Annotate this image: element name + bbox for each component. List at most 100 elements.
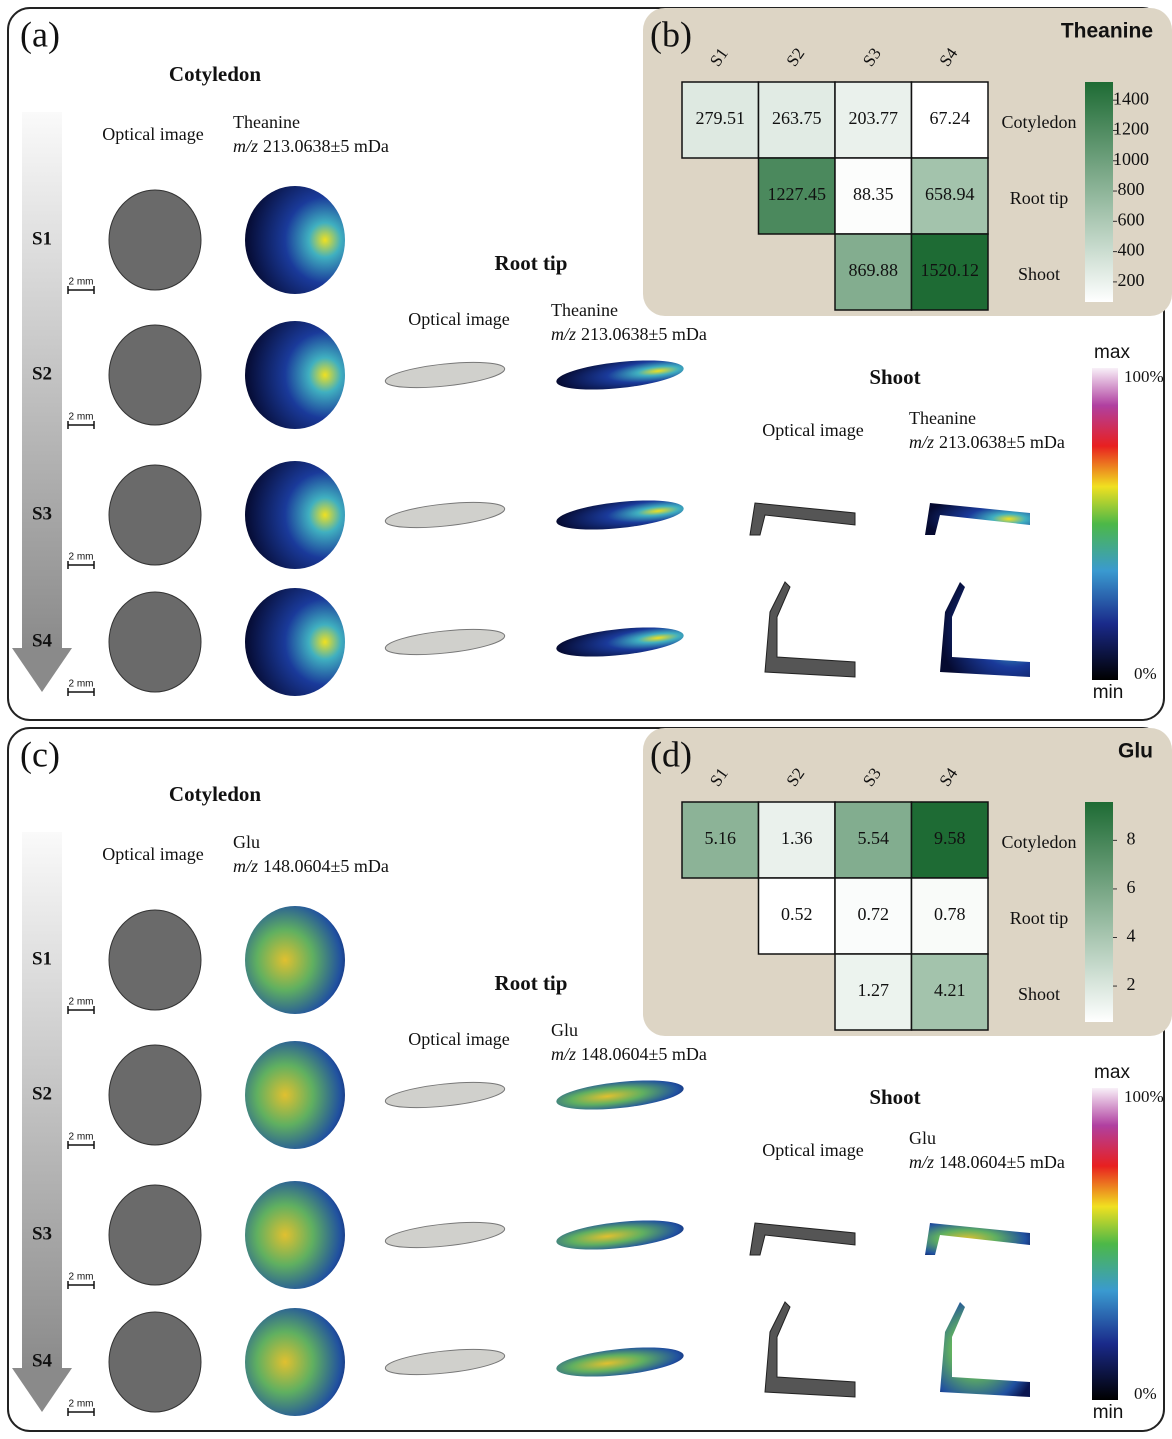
optical-image bbox=[384, 498, 506, 532]
row-label: Root tip bbox=[1010, 188, 1069, 208]
row-label: Cotyledon bbox=[1002, 832, 1077, 852]
cell-value: 1520.12 bbox=[921, 260, 980, 280]
colorbar-max: max bbox=[1094, 1062, 1130, 1083]
optical-label: Optical image bbox=[102, 124, 203, 144]
optical-label: Optical image bbox=[102, 844, 203, 864]
mz-italic: m/z bbox=[233, 856, 258, 876]
ion-image bbox=[245, 1041, 345, 1149]
scale-bar-label: 2 mm bbox=[69, 552, 94, 563]
ion-image bbox=[925, 503, 1030, 535]
panel-label: (c) bbox=[20, 734, 60, 774]
optical-image bbox=[384, 1078, 506, 1112]
cell-value: 5.16 bbox=[705, 828, 737, 848]
colorbar-max: max bbox=[1094, 342, 1130, 363]
optical-image bbox=[109, 1045, 201, 1145]
ion-image bbox=[555, 495, 685, 534]
stage-label: S3 bbox=[32, 1223, 52, 1244]
mz-value: 148.0604±5 mDa bbox=[581, 1044, 707, 1064]
ion-label: Theanine bbox=[909, 408, 976, 428]
ion-image bbox=[245, 1308, 345, 1416]
colorbar-high: 100% bbox=[1124, 367, 1164, 386]
cell-value: 203.77 bbox=[849, 108, 899, 128]
colorbar-tick-label: 8 bbox=[1127, 828, 1136, 848]
colorbar-tick-label: 1200 bbox=[1113, 119, 1149, 139]
row-label: Cotyledon bbox=[1002, 112, 1077, 132]
scale-bar-label: 2 mm bbox=[69, 412, 94, 423]
ion-label: Glu bbox=[551, 1020, 578, 1040]
optical-image bbox=[750, 503, 855, 535]
scale-bar-label: 2 mm bbox=[69, 1272, 94, 1283]
mz-label: m/z213.0638±5 mDa bbox=[909, 432, 1065, 452]
section-title: Cotyledon bbox=[169, 782, 261, 806]
row-label: Shoot bbox=[1018, 264, 1060, 284]
cell-value: 9.58 bbox=[934, 828, 966, 848]
ion-image bbox=[555, 355, 685, 394]
optical-image bbox=[384, 1345, 506, 1379]
stage-arrow-head bbox=[12, 648, 72, 692]
mz-value: 148.0604±5 mDa bbox=[939, 1152, 1065, 1172]
ion-image bbox=[245, 906, 345, 1014]
optical-label: Optical image bbox=[762, 420, 863, 440]
colorbar-tick-label: 800 bbox=[1118, 179, 1145, 199]
optical-image bbox=[109, 1312, 201, 1412]
scale-bar-label: 2 mm bbox=[69, 277, 94, 288]
section-title: Shoot bbox=[869, 1085, 920, 1109]
ion-image bbox=[245, 1181, 345, 1289]
ion-image bbox=[245, 186, 345, 294]
scale-bar-label: 2 mm bbox=[69, 997, 94, 1008]
mz-value: 213.0638±5 mDa bbox=[939, 432, 1065, 452]
stage-label: S2 bbox=[32, 363, 52, 384]
heatmap-colorbar bbox=[1085, 82, 1113, 302]
ion-image bbox=[555, 622, 685, 661]
colorbar-tick-label: 1400 bbox=[1113, 88, 1149, 108]
ion-label: Glu bbox=[233, 832, 260, 852]
ion-label: Theanine bbox=[551, 300, 618, 320]
optical-label: Optical image bbox=[408, 309, 509, 329]
cell-value: 0.72 bbox=[858, 904, 890, 924]
cell-value: 263.75 bbox=[772, 108, 822, 128]
colorbar-min: min bbox=[1093, 682, 1124, 703]
colorbar-low: 0% bbox=[1134, 664, 1157, 683]
cell-value: 4.21 bbox=[934, 980, 966, 1000]
optical-image bbox=[384, 1218, 506, 1252]
cell-value: 0.52 bbox=[781, 904, 813, 924]
heatmap-colorbar bbox=[1085, 802, 1113, 1022]
stage-arrow-head bbox=[12, 1368, 72, 1412]
mz-label: m/z148.0604±5 mDa bbox=[551, 1044, 707, 1064]
mz-italic: m/z bbox=[909, 432, 934, 452]
cell-value: 1.36 bbox=[781, 828, 813, 848]
scale-bar-label: 2 mm bbox=[69, 679, 94, 690]
stage-label: S1 bbox=[32, 228, 52, 249]
optical-image bbox=[384, 625, 506, 659]
row-label: Shoot bbox=[1018, 984, 1060, 1004]
section-title: Root tip bbox=[495, 251, 568, 275]
optical-label: Optical image bbox=[762, 1140, 863, 1160]
optical-image bbox=[384, 358, 506, 392]
optical-image bbox=[109, 465, 201, 565]
cell-value: 88.35 bbox=[853, 184, 894, 204]
optical-image bbox=[765, 1302, 855, 1397]
stage-label: S4 bbox=[32, 630, 53, 651]
ion-label: Glu bbox=[909, 1128, 936, 1148]
heatmap-title: Theanine bbox=[1061, 20, 1153, 43]
colorbar-tick-label: 1000 bbox=[1113, 149, 1149, 169]
stage-label: S3 bbox=[32, 503, 52, 524]
cell-value: 658.94 bbox=[925, 184, 975, 204]
panel-label: (a) bbox=[20, 14, 60, 54]
ion-label: Theanine bbox=[233, 112, 300, 132]
colorbar-tick-label: 6 bbox=[1127, 877, 1136, 897]
cell-value: 5.54 bbox=[858, 828, 890, 848]
panel-label: (d) bbox=[650, 734, 692, 774]
stage-label: S4 bbox=[32, 1350, 53, 1371]
colorbar-tick-label: 400 bbox=[1118, 240, 1145, 260]
intensity-colorbar bbox=[1092, 1088, 1118, 1400]
optical-image bbox=[109, 592, 201, 692]
colorbar-min: min bbox=[1093, 1402, 1124, 1423]
stage-label: S1 bbox=[32, 948, 52, 969]
mz-italic: m/z bbox=[551, 324, 576, 344]
optical-image bbox=[109, 190, 201, 290]
heatmap-title: Glu bbox=[1118, 740, 1153, 763]
cell-value: 869.88 bbox=[849, 260, 899, 280]
